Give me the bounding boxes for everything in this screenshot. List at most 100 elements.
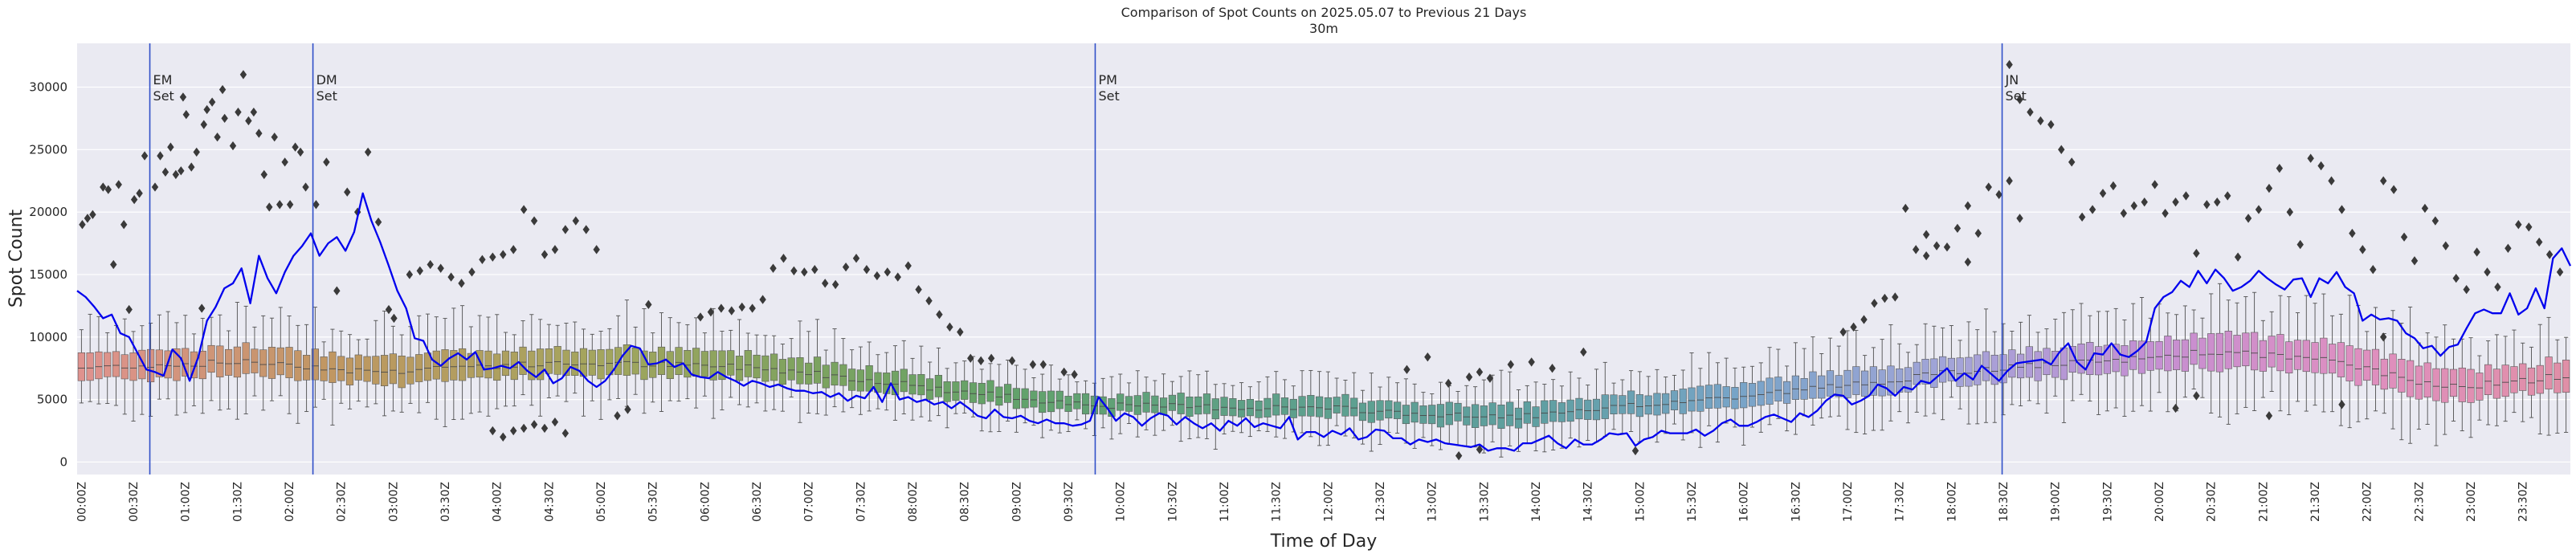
outlier-point [385, 304, 393, 315]
box [467, 352, 475, 378]
box [995, 386, 1003, 406]
x-tick-label: 18:30Z [1998, 482, 2011, 522]
box [354, 354, 362, 381]
outlier-point [2047, 120, 2055, 129]
box [1428, 405, 1436, 425]
box [553, 346, 561, 375]
box [86, 352, 94, 381]
box [2398, 359, 2406, 393]
box [1904, 367, 1913, 393]
event-label: JN [2005, 72, 2019, 88]
outlier-point [104, 185, 112, 194]
box [1523, 401, 1531, 424]
box [380, 355, 389, 387]
outlier-point [221, 113, 228, 124]
box [138, 349, 146, 380]
box [848, 369, 856, 391]
outlier-point [2016, 214, 2023, 223]
box [484, 350, 492, 379]
chart-title: Comparison of Spot Counts on 2025.05.07 … [1121, 5, 1527, 20]
box [1644, 395, 1652, 415]
outlier-point [2473, 247, 2480, 257]
box [2329, 344, 2337, 374]
box [978, 382, 986, 405]
box [839, 364, 847, 386]
box [173, 348, 181, 381]
box [1584, 399, 1592, 420]
box [1774, 377, 1782, 401]
x-tick-label: 22:00Z [2362, 482, 2374, 522]
box [1532, 406, 1540, 427]
outlier-point [1476, 445, 1484, 454]
box [1324, 397, 1332, 419]
box [1142, 392, 1150, 413]
box [571, 351, 579, 376]
box [623, 344, 631, 376]
box [900, 369, 908, 393]
box [2311, 342, 2319, 373]
outlier-point [260, 169, 267, 180]
box [1272, 393, 1280, 416]
outlier-point [1403, 365, 1410, 374]
outlier-point [2338, 400, 2345, 409]
x-tick-label: 20:30Z [2206, 482, 2219, 522]
outlier-point [510, 245, 517, 255]
x-tick-label: 12:30Z [1374, 482, 1387, 522]
outlier-point [1029, 360, 1037, 369]
box [1566, 399, 1574, 422]
x-tick-label: 19:00Z [2050, 482, 2063, 522]
outlier-point [1549, 364, 1556, 373]
outlier-point [2058, 145, 2065, 154]
x-tick-label: 07:00Z [803, 482, 816, 522]
x-tick-label: 16:30Z [1790, 482, 1802, 522]
x-tick-label: 15:30Z [1686, 482, 1699, 522]
outlier-point [593, 245, 600, 255]
outlier-point [572, 216, 579, 226]
box [528, 350, 536, 381]
x-tick-label: 11:00Z [1219, 482, 1231, 522]
box [1748, 383, 1757, 407]
outlier-point [157, 151, 164, 161]
outlier-point [904, 261, 912, 271]
outlier-point [2525, 222, 2533, 232]
box [631, 347, 639, 375]
outlier-point [2120, 209, 2128, 218]
box [761, 355, 770, 382]
box [423, 352, 432, 381]
box [1004, 384, 1012, 403]
box [242, 342, 250, 374]
box [1705, 385, 1713, 409]
box [1913, 361, 1921, 385]
box [112, 351, 120, 377]
outlier-point [416, 266, 423, 275]
x-tick-label: 09:30Z [1063, 482, 1076, 522]
outlier-point [239, 70, 247, 79]
box [1800, 378, 1808, 400]
box [545, 348, 553, 374]
box [700, 351, 708, 377]
box [1055, 390, 1063, 409]
box [1662, 393, 1670, 414]
x-tick-label: 09:00Z [1010, 482, 1023, 522]
today-series [76, 192, 2572, 452]
outlier-point [801, 267, 808, 277]
box [943, 381, 951, 402]
x-tick-label: 00:00Z [76, 482, 88, 522]
box [908, 374, 917, 395]
box [519, 346, 527, 375]
box [441, 349, 449, 382]
outlier-point [489, 426, 496, 436]
box [1965, 356, 1973, 387]
box [1653, 393, 1661, 416]
outlier-point [2099, 189, 2107, 198]
outlier-point [1507, 360, 1514, 369]
box [1125, 396, 1133, 412]
box [1835, 375, 1843, 397]
outlier-point [312, 200, 320, 210]
box [1246, 399, 1254, 417]
box [1117, 393, 1125, 411]
box [2146, 341, 2154, 371]
box [856, 369, 864, 392]
outlier-point [624, 405, 631, 414]
